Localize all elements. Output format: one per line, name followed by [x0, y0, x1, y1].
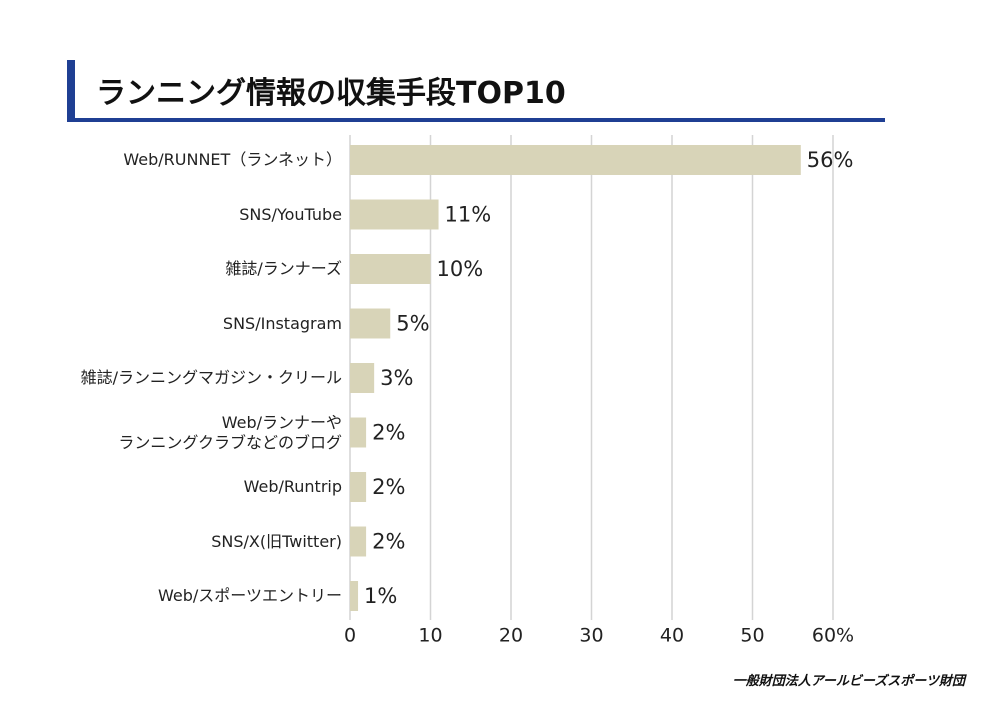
x-tick-label: 20	[499, 625, 523, 647]
y-tick-label: Web/Runtrip	[243, 477, 342, 496]
x-tick-label: 40	[660, 625, 684, 647]
y-tick-label: Web/スポーツエントリー	[158, 586, 342, 605]
bar	[350, 581, 359, 611]
bar	[350, 254, 431, 284]
y-tick-label: SNS/Instagram	[222, 313, 342, 333]
data-label: 2%	[372, 475, 405, 499]
bar	[350, 526, 367, 557]
bar	[350, 145, 801, 175]
bar	[350, 308, 391, 339]
data-label: 56%	[807, 148, 854, 172]
data-label: 1%	[364, 584, 397, 608]
bar	[350, 199, 439, 230]
x-tick-label: 50	[740, 625, 764, 647]
x-tick-label: 0	[344, 625, 356, 647]
bar	[350, 472, 367, 502]
data-label: 3%	[380, 366, 413, 390]
data-label: 5%	[396, 312, 429, 336]
y-tick-label: Web/RUNNET（ランネット）	[123, 150, 342, 169]
title-underline	[67, 118, 885, 122]
title-accent	[67, 60, 75, 122]
data-label: 2%	[372, 421, 405, 445]
data-label: 11%	[445, 203, 492, 227]
x-tick-label: 10	[418, 625, 442, 647]
data-label: 2%	[372, 530, 405, 554]
bar	[350, 417, 367, 448]
data-label: 10%	[437, 257, 484, 281]
source: 一般財団法人アールビーズスポーツ財団	[732, 674, 965, 689]
y-tick-label: 雑誌/ランニングマガジン・クリール	[80, 368, 342, 387]
x-tick-label: 30	[579, 625, 603, 647]
bar	[350, 363, 375, 393]
y-tick-label: Web/ランナーや ランニングクラブなどのブログ	[118, 412, 342, 452]
y-tick-label: 雑誌/ランナーズ	[225, 259, 342, 278]
y-tick-label: SNS/YouTube	[239, 204, 342, 224]
y-tick-label: SNS/X(旧Twitter)	[211, 531, 342, 551]
chart-title: ランニング情報の収集手段TOP10	[96, 76, 566, 111]
x-tick-label: 60%	[812, 625, 854, 647]
